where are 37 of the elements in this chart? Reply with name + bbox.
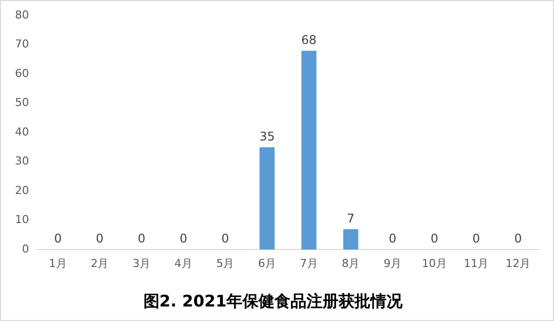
data-label: 0	[221, 232, 230, 246]
data-label: 0	[514, 232, 522, 246]
data-label: 7	[346, 211, 355, 226]
x-tick-label: 4月	[174, 257, 192, 270]
y-tick-label: 80	[14, 8, 29, 22]
data-label: 0	[138, 232, 146, 246]
bar	[343, 229, 358, 250]
data-label: 0	[180, 232, 188, 246]
x-tick-label: 7月	[300, 257, 318, 270]
x-tick-label: 5月	[216, 257, 234, 270]
data-label: 35	[259, 129, 275, 144]
data-label: 0	[388, 232, 396, 246]
data-label: 0	[430, 232, 438, 246]
bar	[301, 50, 316, 250]
x-tick-label: 6月	[258, 257, 276, 270]
y-tick-label: 30	[14, 154, 29, 168]
x-tick-label: 9月	[384, 257, 402, 270]
y-tick-label: 0	[22, 242, 29, 256]
data-label: 0	[472, 232, 480, 246]
bar	[260, 147, 275, 250]
y-tick-label: 40	[14, 125, 29, 138]
x-tick-label: 1月	[48, 257, 67, 270]
data-label: 68	[301, 32, 317, 47]
y-tick-label: 50	[14, 96, 29, 110]
data-label: 0	[96, 232, 104, 246]
y-tick-label: 20	[14, 184, 29, 197]
x-tick-label: 8月	[342, 257, 360, 270]
x-tick-label: 2月	[90, 257, 109, 270]
x-tick-label: 12月	[506, 257, 531, 270]
x-tick-label: 3月	[132, 257, 151, 270]
y-tick-label: 10	[14, 213, 29, 226]
text: 图2. 2021年保健食品注册获批情况	[143, 292, 404, 311]
y-tick-label: 70	[14, 38, 29, 51]
y-tick-label: 60	[14, 66, 29, 80]
x-tick-label: 10月	[422, 257, 447, 270]
data-label: 0	[54, 232, 62, 246]
x-tick-label: 11月	[464, 257, 489, 270]
